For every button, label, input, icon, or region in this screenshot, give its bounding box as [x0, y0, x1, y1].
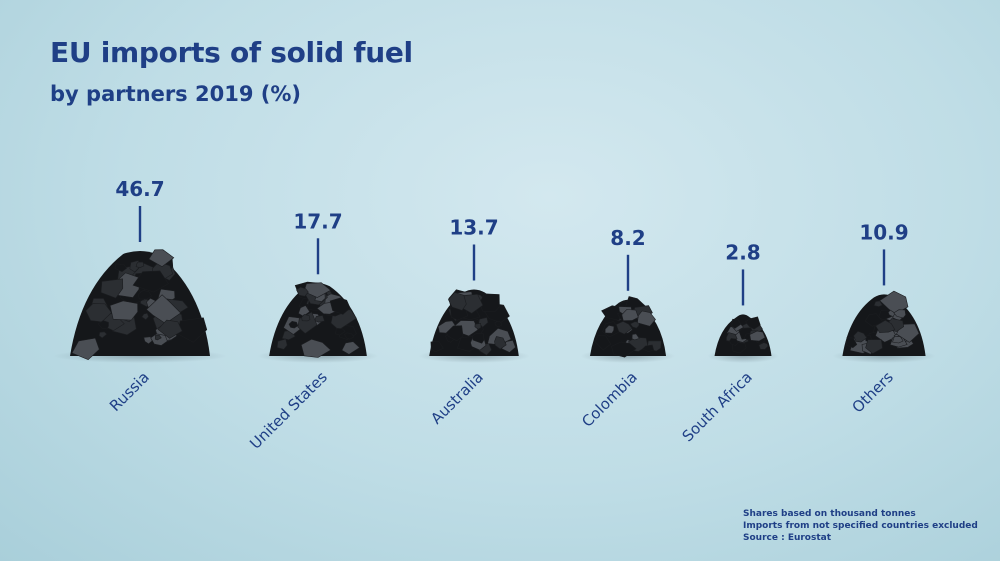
coal-pile-russia	[53, 249, 227, 363]
category-label-south-africa: South Africa	[679, 368, 756, 445]
value-label-russia: 46.7	[115, 177, 164, 201]
chart-subtitle: by partners 2019 (%)	[50, 82, 301, 106]
category-label-colombia: Colombia	[578, 368, 641, 431]
coal-pile-others	[832, 290, 936, 363]
value-label-colombia: 8.2	[610, 226, 645, 250]
coal-pile-australia	[418, 289, 530, 363]
chart-title: EU imports of solid fuel	[50, 36, 413, 69]
coal-pile-south-africa	[707, 314, 779, 363]
value-label-united-states: 17.7	[293, 209, 342, 233]
coal-pile-colombia	[580, 296, 676, 363]
note-excluded: Imports from not specified countries exc…	[743, 521, 978, 531]
note-shares: Shares based on thousand tonnes	[743, 509, 916, 519]
coal-pile-united-states	[257, 281, 379, 363]
category-label-united-states: United States	[246, 368, 331, 453]
note-source: Source : Eurostat	[743, 533, 832, 543]
category-label-australia: Australia	[427, 368, 487, 428]
category-label-others: Others	[848, 368, 897, 417]
chart-notes: Shares based on thousand tonnes Imports …	[743, 508, 978, 544]
value-label-australia: 13.7	[449, 216, 498, 240]
category-label-russia: Russia	[106, 368, 153, 415]
value-label-south-africa: 2.8	[725, 240, 760, 264]
value-label-others: 10.9	[859, 220, 908, 244]
